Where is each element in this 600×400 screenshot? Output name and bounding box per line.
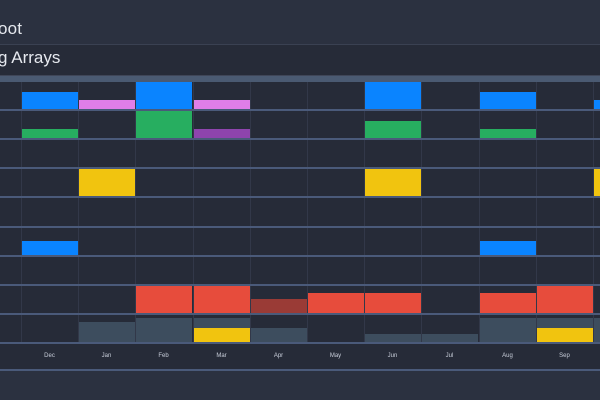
timeline-row [0,111,600,140]
column-line [250,82,251,344]
month-label: May [329,353,342,359]
schedule-block-slate[interactable] [79,322,135,342]
timeline-row [0,315,600,344]
column-line [78,82,79,344]
schedule-block-blue[interactable] [22,241,78,255]
month-label: Aug [502,353,513,359]
month-label: Apr [273,353,284,359]
schedule-block-blue[interactable] [480,241,536,255]
schedule-block-darkred[interactable] [251,299,307,313]
schedule-block-yellow[interactable] [537,328,593,342]
timeline-grid [0,82,600,344]
row-divider [0,342,600,344]
schedule-block-pink[interactable] [194,100,250,109]
row-divider [0,167,600,169]
column-line [479,82,480,344]
view-title: g Arrays [0,48,61,67]
column-line [193,82,194,344]
page-title: oot [0,19,23,38]
schedule-block-slate[interactable] [365,334,421,342]
row-divider [0,196,600,198]
timeline-row [0,169,600,198]
schedule-block-blue[interactable] [136,82,192,109]
column-line [307,82,308,344]
row-divider [0,313,600,315]
month-label: Jul [445,353,454,359]
row-divider [0,255,600,257]
schedule-block-yellow[interactable] [194,328,250,342]
header-divider [0,76,600,82]
row-divider [0,138,600,140]
column-line [593,82,594,344]
timeline-row [0,140,600,169]
timeline-row [0,286,600,315]
row-divider [0,284,600,286]
column-line [21,82,22,344]
column-line [536,82,537,344]
schedule-block-green[interactable] [365,121,421,138]
month-label: Feb [158,353,169,359]
schedule-block-green[interactable] [136,111,192,138]
schedule-block-red[interactable] [308,293,364,313]
schedule-block-blue[interactable] [594,100,600,109]
schedule-block-yellow[interactable] [79,169,135,196]
schedule-block-red[interactable] [136,286,192,313]
month-label: Sep [559,353,570,359]
column-line [364,82,365,344]
schedule-block-red[interactable] [365,293,421,313]
schedule-block-red[interactable] [194,286,250,313]
schedule-block-yellow[interactable] [365,169,421,196]
app-header: oot [0,0,600,45]
schedule-block-slate[interactable] [251,328,307,342]
month-label: Mar [216,353,227,359]
schedule-block-slate[interactable] [480,318,536,342]
footer-bar [0,371,600,400]
timeline-row [0,228,600,257]
timeline-row [0,257,600,286]
row-divider [0,109,600,111]
schedule-block-red[interactable] [537,286,593,313]
month-label: Jun [387,353,398,359]
column-line [421,82,422,344]
schedule-block-purple[interactable] [194,129,250,138]
schedule-block-blue[interactable] [480,92,536,109]
schedule-block-blue[interactable] [365,82,421,109]
month-label: Dec [44,353,55,359]
schedule-block-slate[interactable] [422,334,478,342]
schedule-block-slate[interactable] [594,318,600,342]
column-line [135,82,136,344]
schedule-block-slate[interactable] [136,318,192,342]
timeline-row [0,82,600,111]
sub-header: g Arrays [0,45,600,76]
row-divider [0,226,600,228]
schedule-block-red[interactable] [480,293,536,313]
footer-divider [0,369,600,371]
schedule-block-blue[interactable] [22,92,78,109]
month-axis: Dec Jan Feb Mar Apr May Jun Jul Aug Sep [0,344,600,370]
schedule-block-green[interactable] [480,129,536,138]
schedule-block-green[interactable] [22,129,78,138]
timeline-row [0,198,600,227]
schedule-block-yellow[interactable] [594,169,600,196]
month-label: Jan [101,353,112,359]
schedule-block-pink[interactable] [79,100,135,109]
